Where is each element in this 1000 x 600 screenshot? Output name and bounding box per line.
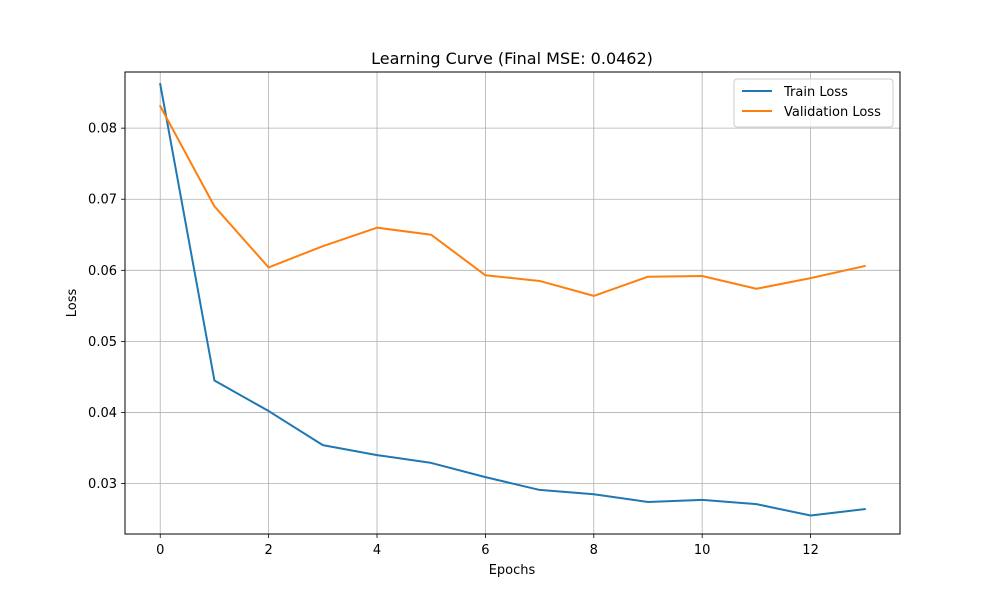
series-layer: [158, 82, 866, 517]
legend-box: [733, 78, 894, 128]
y-tick-label: 0.05: [88, 335, 117, 350]
x-tick-label: 8: [590, 543, 598, 558]
x-tick-label: 12: [802, 543, 819, 558]
y-tick-label: 0.06: [88, 264, 117, 279]
x-tick-label: 2: [264, 543, 272, 558]
x-tick-label: 0: [156, 543, 164, 558]
x-tick-label: 4: [373, 543, 381, 558]
y-tick-label: 0.03: [88, 477, 117, 492]
y-axis-label: Loss: [65, 289, 80, 318]
ticks: 0 2 4 6 8 10 12 0.03 0.04 0.05 0.06 0.07 0.08: [88, 122, 819, 558]
chart-title: Learning Curve (Final MSE: 0.0462): [371, 49, 653, 68]
x-axis-label: Epochs: [489, 563, 536, 578]
series-line-validation-loss: [158, 104, 866, 297]
y-tick-label: 0.08: [88, 122, 117, 137]
legend-train-loss-label: Train Loss: [783, 85, 848, 100]
plot-frame: [124, 71, 901, 535]
x-tick-label: 6: [481, 543, 489, 558]
y-tick-label: 0.04: [88, 406, 117, 421]
legend-validation-loss-label: Validation Loss: [784, 105, 881, 120]
x-tick-label: 10: [694, 543, 711, 558]
y-tick-label: 0.07: [88, 193, 117, 208]
series-line-train-loss: [159, 82, 866, 517]
legend: Train Loss Validation Loss: [733, 78, 894, 128]
grid: [125, 72, 900, 534]
